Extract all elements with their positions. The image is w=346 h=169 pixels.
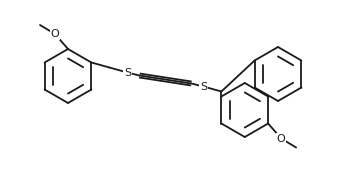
Text: S: S [124,67,131,78]
Text: O: O [51,29,60,39]
Text: S: S [200,81,207,91]
Text: O: O [277,134,285,143]
